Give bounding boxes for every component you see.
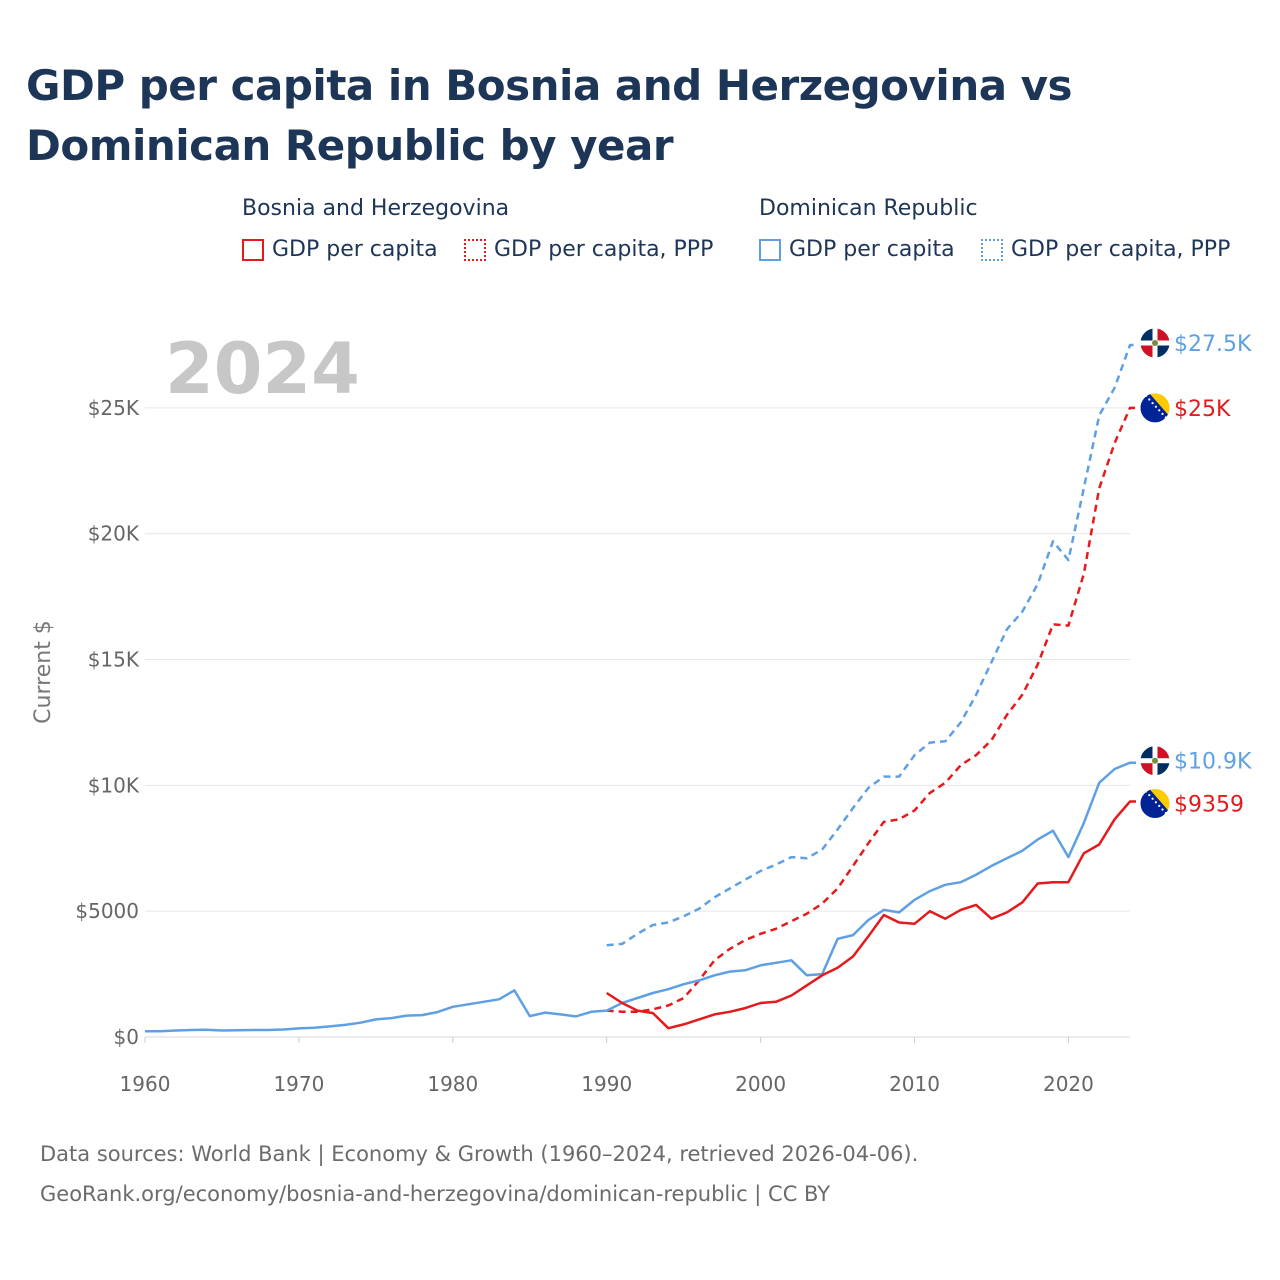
legend-item-bosnia-ppp[interactable]: GDP per capita, PPP [464,237,713,262]
dominican-flag-icon [1139,327,1171,359]
legend-group-dominican: Dominican Republic [759,196,978,221]
y-tick-label: $10K [88,773,140,797]
legend-swatch-dotted [981,238,1003,261]
legend-swatch-solid [242,238,264,261]
legend-item-dominican-ppp[interactable]: GDP per capita, PPP [981,237,1230,262]
x-tick-label: 2010 [889,1072,940,1096]
legend-item-dominican-gdp[interactable]: GDP per capita [759,237,955,262]
footer: Data sources: World Bank | Economy & Gro… [40,1134,918,1214]
chart-title: GDP per capita in Bosnia and Herzegovina… [26,61,1073,170]
bosnia-flag-icon [1139,787,1171,819]
dominican-flag-icon [1139,745,1171,777]
y-axis-title: Current $ [31,620,56,724]
y-tick-label: $20K [88,522,140,546]
x-tick-label: 1980 [427,1072,478,1096]
footer-link[interactable]: GeoRank.org/economy/bosnia-and-herzegovi… [40,1182,831,1206]
end-value-label: $9359 [1174,792,1244,817]
legend-label: GDP per capita, PPP [494,237,714,262]
end-value-label: $25K [1174,397,1231,422]
x-tick-label: 1970 [273,1072,324,1096]
y-tick-label: $15K [88,648,140,672]
series-line-dominican-gdp[interactable] [145,761,1136,1033]
y-tick-label: $5000 [75,899,139,923]
end-value-label: $10.9K [1174,750,1252,775]
x-tick-label: 1960 [120,1072,171,1096]
year-watermark: 2024 [165,328,360,410]
x-tick-label: 2020 [1043,1072,1094,1096]
y-tick-label: $0 [114,1025,139,1049]
legend-swatch-solid [759,238,781,261]
footer-sources: Data sources: World Bank | Economy & Gro… [40,1142,919,1166]
x-tick-label: 2000 [735,1072,786,1096]
series-line-bosnia-gdp[interactable] [606,800,1136,1030]
end-value-label: $27.5K [1174,332,1252,357]
legend-label: GDP per capita [789,237,955,262]
y-tick-label: $25K [88,396,140,420]
legend-group-bosnia: Bosnia and Herzegovina [242,196,510,221]
x-tick-label: 1990 [581,1072,632,1096]
series-line-bosnia-ppp[interactable] [606,406,1136,1014]
legend-item-bosnia-gdp[interactable]: GDP per capita [242,237,438,262]
legend-label: GDP per capita [272,237,438,262]
legend-swatch-dotted [464,238,486,261]
series-line-dominican-ppp[interactable] [606,343,1136,947]
bosnia-flag-icon [1139,392,1171,424]
legend-label: GDP per capita, PPP [1011,237,1231,262]
